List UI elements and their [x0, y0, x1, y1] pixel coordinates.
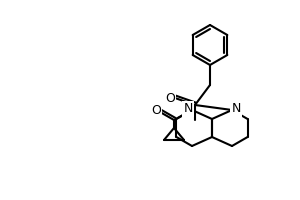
Text: N: N	[183, 102, 193, 116]
Text: O: O	[165, 92, 175, 104]
Text: O: O	[151, 104, 161, 117]
Text: N: N	[231, 102, 241, 116]
